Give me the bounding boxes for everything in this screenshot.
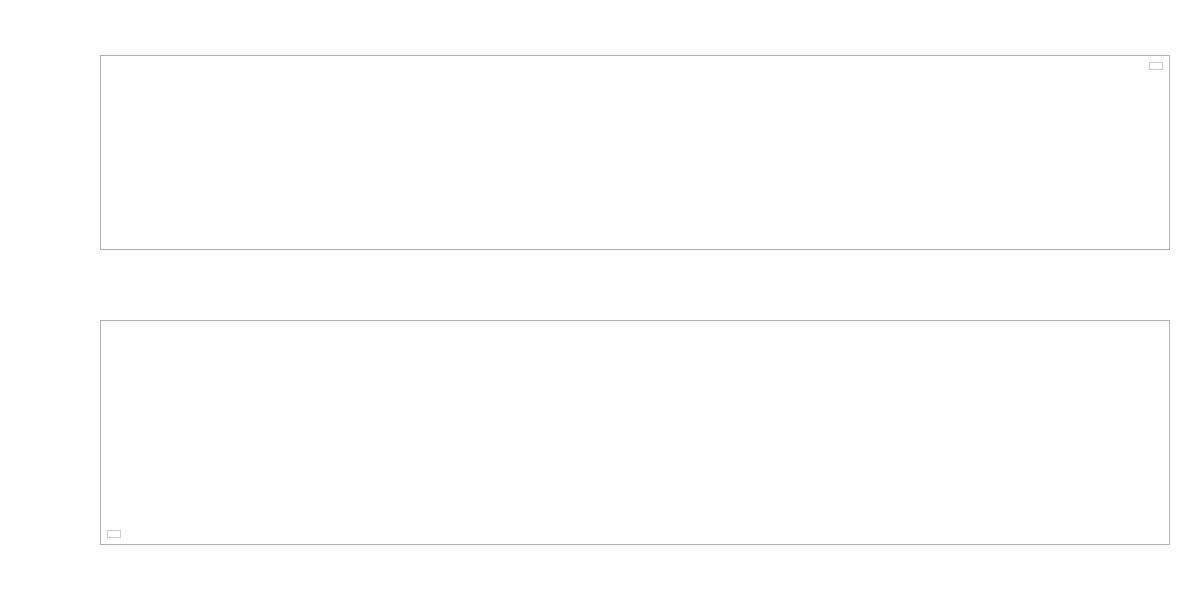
bottom-chart-svg	[101, 321, 1171, 546]
figure	[0, 0, 1200, 600]
top-chart-svg	[101, 56, 1171, 251]
top-chart-panel	[100, 55, 1170, 250]
bottom-chart-panel	[100, 320, 1170, 545]
bottom-chart-legend	[107, 530, 121, 538]
top-chart-legend	[1149, 62, 1163, 70]
